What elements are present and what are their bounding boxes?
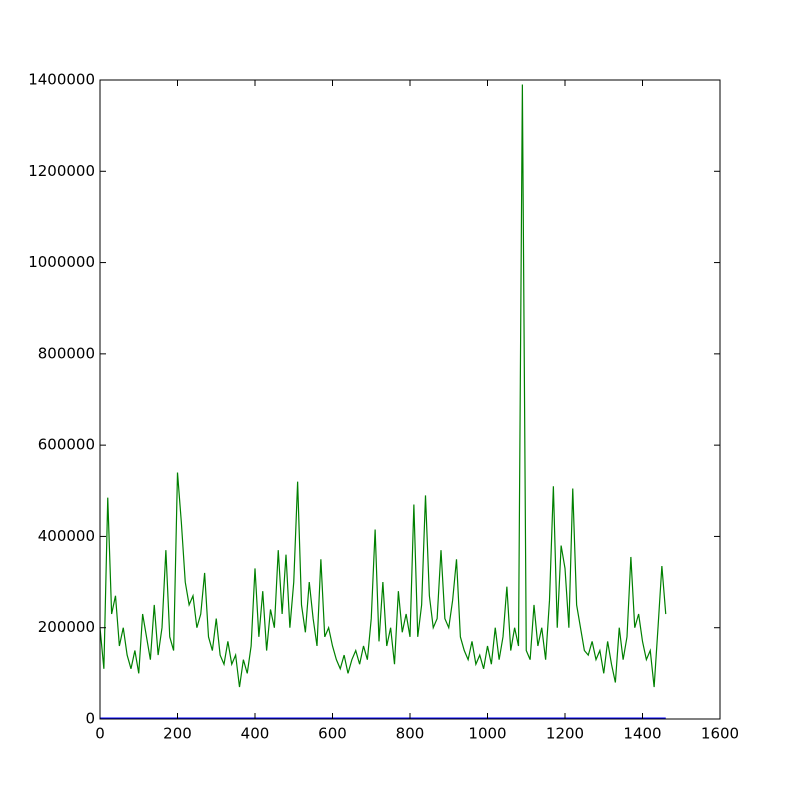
y-tick-label: 200000	[38, 618, 95, 636]
x-tick-label: 200	[163, 725, 192, 743]
x-tick-label: 1400	[623, 725, 661, 743]
y-tick-label: 800000	[38, 344, 95, 362]
y-tick-label: 0	[85, 710, 95, 728]
plot-frame	[99, 79, 721, 720]
y-tick-label: 600000	[38, 436, 95, 454]
data-line	[99, 84, 667, 688]
y-tick-label: 1200000	[28, 162, 95, 180]
y-tick-label: 1400000	[28, 71, 95, 89]
y-tick-label: 1000000	[28, 253, 95, 271]
x-tick-label: 1000	[468, 725, 506, 743]
x-tick-label: 0	[95, 725, 105, 743]
x-tick-label: 1600	[701, 725, 739, 743]
x-tick-label: 600	[318, 725, 347, 743]
x-tick-label: 400	[241, 725, 270, 743]
y-tick-label: 400000	[38, 527, 95, 545]
x-tick-label: 1200	[546, 725, 584, 743]
x-tick-label: 800	[396, 725, 425, 743]
